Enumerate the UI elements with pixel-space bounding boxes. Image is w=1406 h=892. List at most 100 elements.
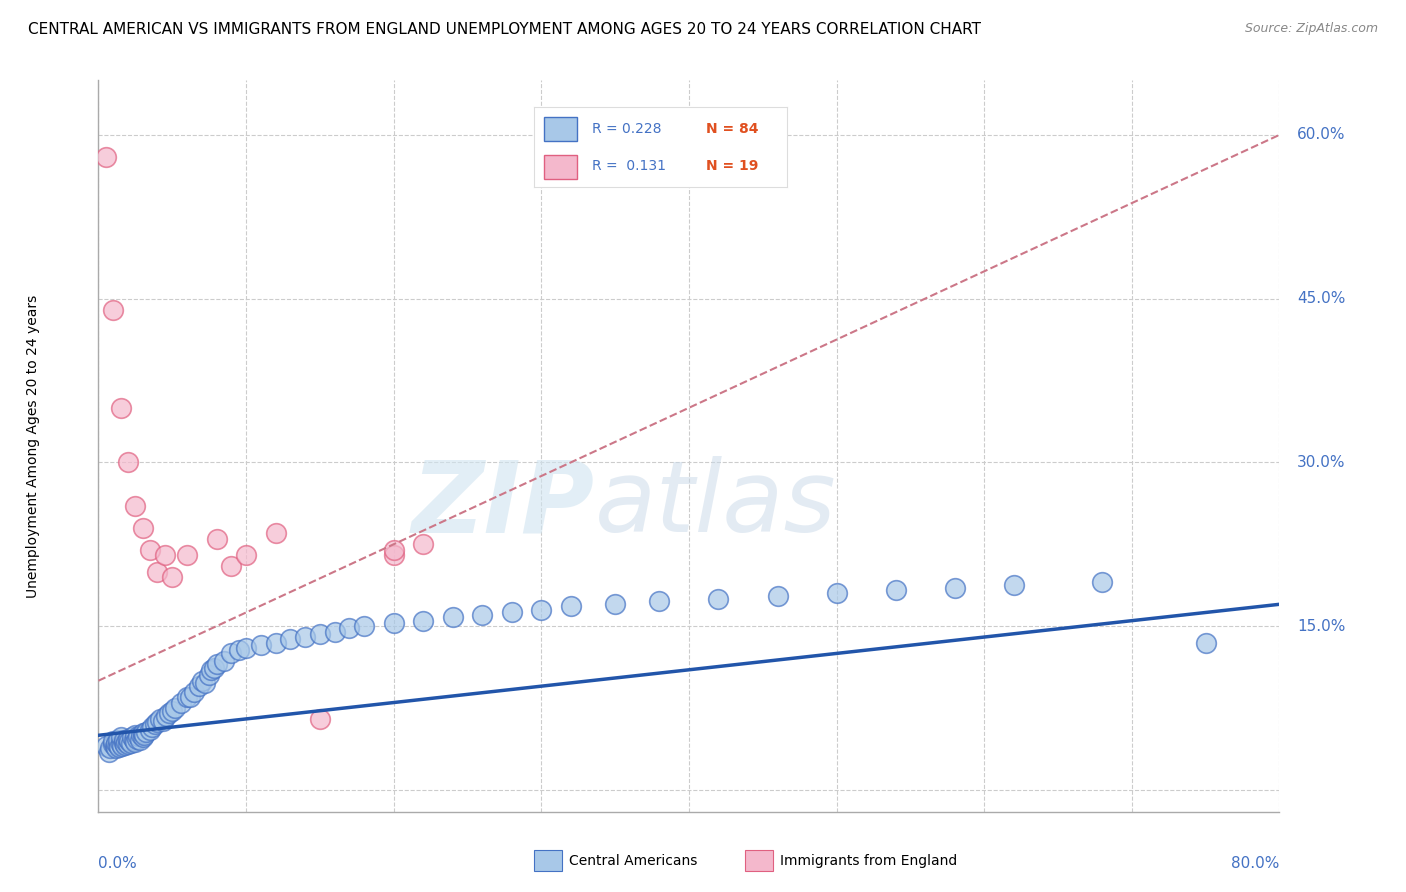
Point <box>139 723 162 737</box>
Point <box>132 521 155 535</box>
Text: Unemployment Among Ages 20 to 24 years: Unemployment Among Ages 20 to 24 years <box>27 294 41 598</box>
Point <box>132 731 155 745</box>
Point <box>104 739 127 754</box>
Text: Immigrants from England: Immigrants from England <box>780 854 957 868</box>
Point <box>128 732 150 747</box>
Point <box>560 599 582 614</box>
Point <box>176 548 198 562</box>
Point <box>205 532 228 546</box>
Point <box>135 725 157 739</box>
Point <box>382 542 405 557</box>
Text: 30.0%: 30.0% <box>1298 455 1346 470</box>
Point <box>187 679 209 693</box>
Point <box>264 635 287 649</box>
Point <box>183 684 205 698</box>
Point <box>1091 575 1114 590</box>
Point <box>103 302 125 317</box>
Text: 45.0%: 45.0% <box>1298 291 1346 306</box>
Point <box>134 728 156 742</box>
Point <box>707 591 730 606</box>
Point <box>170 696 193 710</box>
Point <box>219 559 242 574</box>
Point <box>105 736 128 750</box>
Point <box>108 740 131 755</box>
Point <box>122 732 145 747</box>
Point <box>943 581 966 595</box>
Point <box>107 738 129 752</box>
Text: 15.0%: 15.0% <box>1298 619 1346 633</box>
Point <box>121 731 143 745</box>
Point <box>228 643 250 657</box>
Point <box>353 619 375 633</box>
Point <box>205 657 228 672</box>
Point <box>382 615 405 630</box>
Text: Central Americans: Central Americans <box>569 854 697 868</box>
Point <box>235 640 257 655</box>
Text: N = 84: N = 84 <box>706 121 759 136</box>
Point <box>412 614 434 628</box>
FancyBboxPatch shape <box>544 155 578 179</box>
Point <box>294 630 316 644</box>
Text: CENTRAL AMERICAN VS IMMIGRANTS FROM ENGLAND UNEMPLOYMENT AMONG AGES 20 TO 24 YEA: CENTRAL AMERICAN VS IMMIGRANTS FROM ENGL… <box>28 22 981 37</box>
Text: atlas: atlas <box>595 456 837 553</box>
Point <box>125 731 148 746</box>
Point <box>94 150 117 164</box>
Point <box>200 663 222 677</box>
Text: 0.0%: 0.0% <box>98 855 138 871</box>
Point <box>278 632 302 647</box>
Point <box>194 676 217 690</box>
Point <box>198 668 221 682</box>
Point <box>110 731 132 745</box>
Point <box>98 741 121 756</box>
Text: N = 19: N = 19 <box>706 160 759 173</box>
Point <box>648 594 671 608</box>
Point <box>309 627 332 641</box>
Point <box>112 732 135 747</box>
Point <box>110 737 132 751</box>
Text: 80.0%: 80.0% <box>1232 855 1279 871</box>
Point <box>152 714 174 728</box>
Point <box>132 726 155 740</box>
Point <box>264 526 287 541</box>
Text: ZIP: ZIP <box>412 456 595 553</box>
Point <box>766 589 789 603</box>
Point <box>139 542 162 557</box>
Point <box>127 730 149 744</box>
Point <box>202 660 225 674</box>
Point <box>111 739 134 754</box>
Point <box>118 733 141 747</box>
Point <box>94 739 117 754</box>
Point <box>179 690 201 704</box>
Point <box>97 745 120 759</box>
Point <box>337 621 360 635</box>
Point <box>129 728 152 742</box>
Point <box>103 733 125 747</box>
Point <box>412 537 434 551</box>
Point <box>141 720 163 734</box>
Point <box>191 673 214 688</box>
Point <box>323 624 346 639</box>
Point <box>530 603 553 617</box>
Point <box>124 499 146 513</box>
Point <box>110 401 132 415</box>
Point <box>1002 577 1025 591</box>
FancyBboxPatch shape <box>544 117 578 141</box>
Point <box>143 717 166 731</box>
Point <box>441 610 464 624</box>
Point <box>114 738 136 752</box>
Point <box>212 654 235 668</box>
Point <box>146 715 169 730</box>
Point <box>825 586 848 600</box>
Point <box>112 736 135 750</box>
Point <box>884 583 907 598</box>
Point <box>219 647 242 661</box>
Point <box>382 548 405 562</box>
Text: R =  0.131: R = 0.131 <box>592 160 666 173</box>
Text: R = 0.228: R = 0.228 <box>592 121 662 136</box>
Point <box>157 706 180 721</box>
Point <box>501 605 523 619</box>
Text: Source: ZipAtlas.com: Source: ZipAtlas.com <box>1244 22 1378 36</box>
Point <box>120 736 142 750</box>
Point <box>155 708 177 723</box>
Point <box>117 455 139 469</box>
